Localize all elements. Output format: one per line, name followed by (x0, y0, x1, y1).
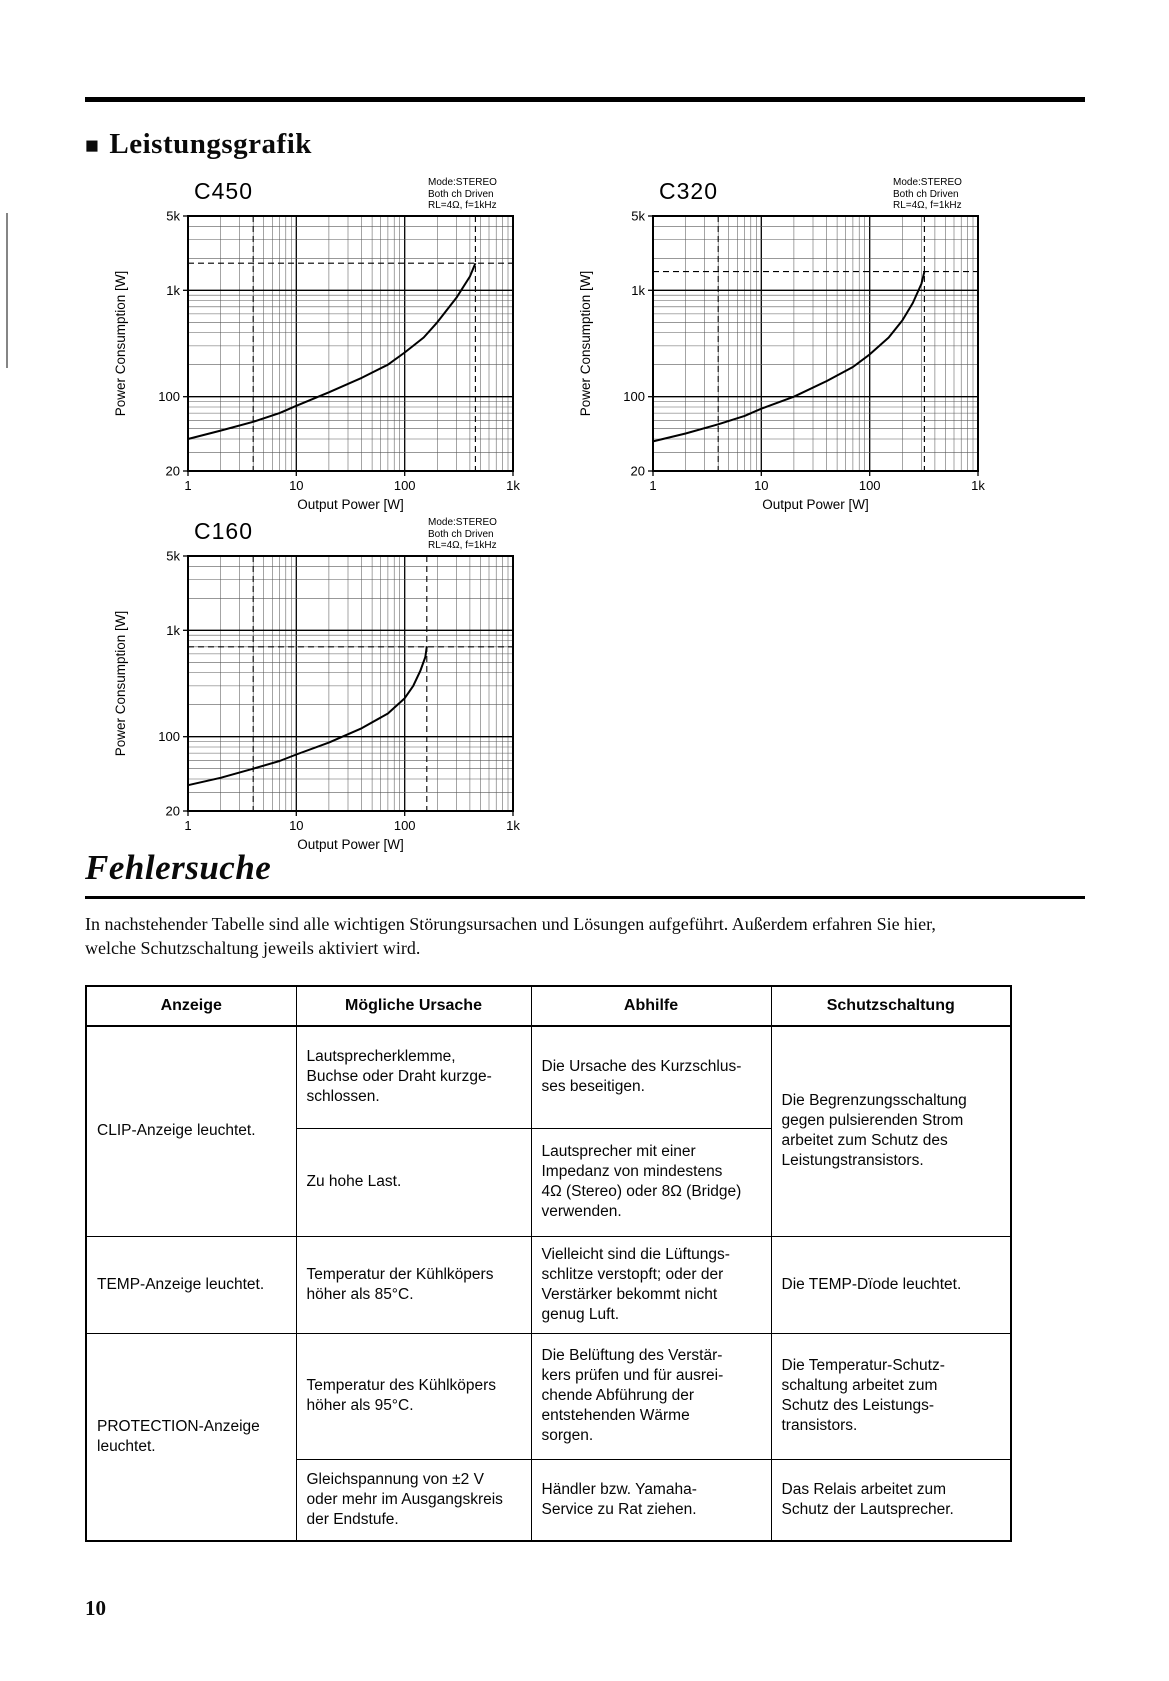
heading-rule (85, 896, 1085, 899)
chart-title-c160: C160 (194, 518, 253, 544)
annotation-line: Both ch Driven (428, 528, 494, 540)
annotation-line: RL=4Ω, f=1kHz (428, 540, 497, 551)
annotation-line: RL=4Ω, f=1kHz (428, 200, 497, 211)
top-rule (85, 97, 1085, 102)
cell-clip-ursache-1: Lautsprecherklemme, Buchse oder Draht ku… (295, 1025, 532, 1129)
svg-text:100: 100 (158, 389, 180, 404)
svg-text:Output Power [W]: Output Power [W] (297, 497, 404, 512)
svg-text:Power Consumption [W]: Power Consumption [W] (578, 271, 593, 417)
troubleshooting-table: Anzeige Mögliche Ursache Abhilfe Schutzs… (85, 985, 1012, 1542)
header-ursache: Mögliche Ursache (295, 985, 532, 1027)
troubleshooting-heading: Fehlersuche (85, 848, 272, 887)
cell-protection-schutz-1: Die Temperatur-Schutz- schaltung arbeite… (770, 1332, 1012, 1460)
chart-block-c320: C320 Mode:STEREO Both ch Driven RL=4Ω, f… (575, 172, 1005, 518)
svg-text:1k: 1k (971, 478, 985, 493)
svg-text:100: 100 (394, 478, 416, 493)
svg-text:100: 100 (394, 818, 416, 833)
svg-text:20: 20 (166, 464, 180, 479)
cell-temp-abhilfe: Vielleicht sind die Lüftungs- schlitze v… (530, 1235, 772, 1334)
chart-annotation-c320: Mode:STEREO Both ch Driven RL=4Ω, f=1kHz (893, 177, 962, 212)
table-row: TEMP-Anzeige leuchtet. Temperatur der Kü… (85, 1235, 1012, 1334)
cell-clip-schutz: Die Begrenzungsschaltung gegen pulsieren… (770, 1025, 1012, 1237)
annotation-line: RL=4Ω, f=1kHz (893, 200, 962, 211)
chart-annotation-c450: Mode:STEREO Both ch Driven RL=4Ω, f=1kHz (428, 177, 497, 212)
chart-plot-c320: 1 10 100 1k 20 100 1k 5k Output Power [W] Power C… (575, 202, 1005, 518)
annotation-line: Both ch Driven (428, 188, 494, 200)
scan-edge-mark (6, 213, 8, 368)
cell-protection-abhilfe-2: Händler bzw. Yamaha- Service zu Rat zieh… (530, 1458, 772, 1542)
chart-title-c450: C450 (194, 178, 253, 204)
svg-text:Power Consumption [W]: Power Consumption [W] (113, 271, 128, 417)
svg-text:Output Power [W]: Output Power [W] (297, 837, 404, 852)
cell-temp-schutz: Die TEMP-Dïode leuchtet. (770, 1235, 1012, 1334)
square-bullet-icon: ■ (85, 133, 100, 158)
svg-text:20: 20 (631, 464, 645, 479)
cell-clip-anzeige: CLIP-Anzeige leuchtet. (85, 1025, 297, 1237)
chart-title-c320: C320 (659, 178, 718, 204)
table-row: CLIP-Anzeige leuchtet. Lautsprecherklemm… (85, 1025, 1012, 1237)
header-schutzschaltung: Schutzschaltung (770, 985, 1012, 1027)
svg-text:100: 100 (158, 729, 180, 744)
table-row: Zu hohe Last. Lautsprecher mit einer Imp… (86, 1127, 1011, 1237)
header-anzeige: Anzeige (85, 985, 297, 1027)
cell-protection-ursache-1: Temperatur des Kühlköpers höher als 95°C… (295, 1332, 532, 1460)
annotation-line: Mode:STEREO (428, 517, 497, 528)
svg-text:1: 1 (184, 478, 191, 493)
svg-text:20: 20 (166, 804, 180, 819)
cell-clip-ursache-2: Zu hohe Last. (295, 1127, 532, 1237)
section-title: Leistungsgrafik (109, 128, 312, 160)
svg-text:1k: 1k (506, 478, 520, 493)
table-row: Gleichspannung von ±2 V oder mehr im Aus… (86, 1458, 1012, 1542)
cell-clip-abhilfe-1: Die Ursache des Kurzschlus- ses beseitig… (530, 1025, 772, 1129)
header-abhilfe: Abhilfe (530, 985, 772, 1027)
cell-protection-anzeige: PROTECTION-Anzeige leuchtet. (85, 1332, 297, 1542)
svg-text:5k: 5k (166, 209, 180, 224)
svg-text:1k: 1k (166, 283, 180, 298)
svg-text:5k: 5k (166, 549, 180, 564)
cell-protection-schutz-2: Das Relais arbeitet zum Schutz der Lauts… (770, 1458, 1012, 1542)
cell-clip-abhilfe-2: Lautsprecher mit einer Impedanz von mind… (530, 1127, 772, 1237)
svg-text:Output Power [W]: Output Power [W] (762, 497, 869, 512)
annotation-line: Mode:STEREO (428, 177, 497, 188)
svg-text:1: 1 (184, 818, 191, 833)
section-heading: ■ Leistungsgrafik (85, 128, 312, 161)
cell-protection-ursache-2: Gleichspannung von ±2 V oder mehr im Aus… (295, 1458, 532, 1542)
annotation-line: Both ch Driven (893, 188, 959, 200)
svg-text:1: 1 (649, 478, 656, 493)
cell-protection-abhilfe-1: Die Belüftung des Verstär- kers prüfen u… (530, 1332, 772, 1460)
table-header-row: Anzeige Mögliche Ursache Abhilfe Schutzs… (85, 985, 1012, 1027)
intro-paragraph: In nachstehender Tabelle sind alle wicht… (85, 914, 936, 958)
svg-text:10: 10 (289, 818, 303, 833)
svg-text:5k: 5k (631, 209, 645, 224)
chart-plot-c160: 1 10 100 1k 20 100 1k 5k Output Power [W] Power C… (110, 542, 540, 858)
svg-text:Power Consumption [W]: Power Consumption [W] (113, 611, 128, 757)
cell-temp-anzeige: TEMP-Anzeige leuchtet. (85, 1235, 297, 1334)
svg-text:1k: 1k (631, 283, 645, 298)
page-number: 10 (85, 1596, 106, 1620)
svg-text:100: 100 (859, 478, 881, 493)
svg-text:100: 100 (623, 389, 645, 404)
svg-text:10: 10 (754, 478, 768, 493)
chart-block-c160: C160 Mode:STEREO Both ch Driven RL=4Ω, f… (110, 512, 540, 858)
svg-text:10: 10 (289, 478, 303, 493)
annotation-line: Mode:STEREO (893, 177, 962, 188)
chart-plot-c450: 1 10 100 1k 20 100 1k 5k Output Power [W] Power C… (110, 202, 540, 518)
chart-annotation-c160: Mode:STEREO Both ch Driven RL=4Ω, f=1kHz (428, 517, 497, 552)
table-row: PROTECTION-Anzeige leuchtet. Temperatur … (85, 1332, 1012, 1542)
chart-block-c450: C450 Mode:STEREO Both ch Driven RL=4Ω, f… (110, 172, 540, 518)
svg-text:1k: 1k (166, 623, 180, 638)
cell-temp-ursache: Temperatur der Kühlköpers höher als 85°C… (295, 1235, 532, 1334)
svg-text:1k: 1k (506, 818, 520, 833)
